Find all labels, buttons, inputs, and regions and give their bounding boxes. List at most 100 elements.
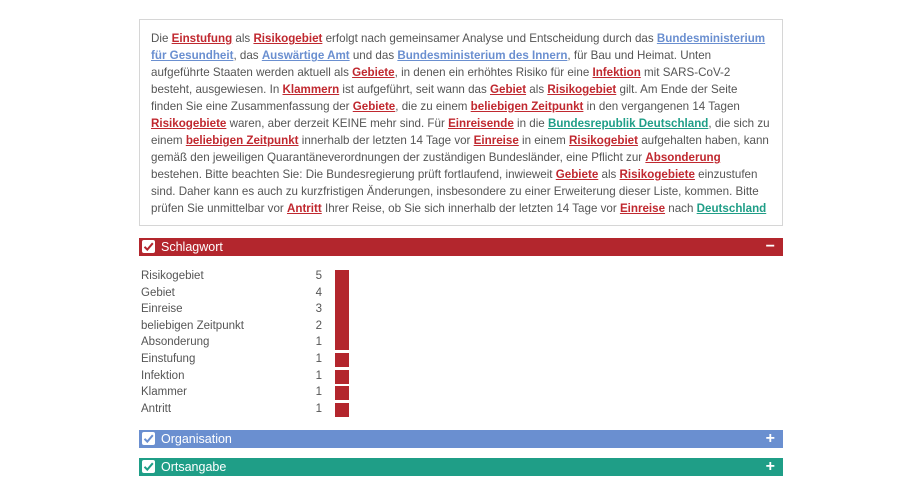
text-segment: einzustufen sind. Daher kann es auch zu … xyxy=(151,168,759,215)
keyword-count: 1 xyxy=(315,352,322,365)
keyword-count: 2 xyxy=(315,319,322,332)
frequency-squares xyxy=(335,386,351,401)
entity-link[interactable]: Bundesministerium des Innern xyxy=(397,49,568,62)
section-label-ortsangabe: Ortsangabe xyxy=(161,460,227,474)
frequency-square xyxy=(335,402,349,417)
check-icon xyxy=(143,434,154,444)
entity-link[interactable]: Auswärtige Amt xyxy=(261,49,350,62)
keyword-term: Absonderung xyxy=(141,336,210,349)
text-segment: , in denen ein erhöhtes Risiko für eine xyxy=(394,66,593,79)
keyword-count: 4 xyxy=(315,286,322,299)
text-segment: aufgehalten haben, kann gemäß den jeweil… xyxy=(151,134,769,164)
frequency-squares xyxy=(335,303,351,346)
section-header-organisation[interactable]: Organisation + xyxy=(139,430,783,448)
keyword-term: Antritt xyxy=(141,402,172,415)
keyword-term: Einreise xyxy=(141,303,183,316)
text-segment: erfolgt nach gemeinsamer Analyse und Ent… xyxy=(322,32,657,45)
check-icon xyxy=(143,462,154,472)
frequency-square xyxy=(335,386,349,401)
keyword-count: 1 xyxy=(315,402,322,415)
text-segment: nach xyxy=(665,202,697,215)
entity-link[interactable]: Gebiete xyxy=(352,66,395,79)
entity-link[interactable]: Risikogebiete xyxy=(619,168,695,181)
entity-link[interactable]: Gebiete xyxy=(352,100,396,113)
text-segment: als xyxy=(232,32,254,45)
frequency-square xyxy=(335,352,349,367)
keyword-term: Gebiet xyxy=(141,286,175,299)
checkbox-ortsangabe[interactable] xyxy=(142,460,155,473)
frequency-squares xyxy=(335,402,351,418)
entity-link[interactable]: Risikogebiet xyxy=(253,32,323,45)
keyword-count: 5 xyxy=(315,270,322,282)
keyword-count: 1 xyxy=(315,369,322,382)
entity-link[interactable]: Einreisende xyxy=(448,117,514,130)
frequency-square xyxy=(335,286,349,301)
frequency-squares xyxy=(335,352,351,368)
text-segment: , die sich zu einem xyxy=(151,117,770,147)
entity-link[interactable]: beliebigen Zeitpunkt xyxy=(185,134,299,147)
text-segment: gilt. Am Ende der Seite finden Sie eine … xyxy=(151,83,738,113)
frequency-square xyxy=(335,336,349,351)
checkbox-organisation[interactable] xyxy=(142,432,155,445)
text-segment: als xyxy=(526,83,548,96)
frequency-squares xyxy=(335,369,351,385)
entity-link[interactable]: Deutschland xyxy=(696,202,767,215)
text-segment: in einem xyxy=(518,134,570,147)
keyword-count: 1 xyxy=(315,386,322,399)
text-segment: bestehen. Bitte beachten Sie: Die Bundes… xyxy=(151,168,556,181)
section-header-ortsangabe[interactable]: Ortsangabe + xyxy=(139,458,783,476)
frequency-square xyxy=(335,369,349,384)
keyword-term: Risikogebiet xyxy=(141,270,204,282)
text-segment: als xyxy=(598,168,620,181)
keyword-term: Infektion xyxy=(141,369,185,382)
frequency-squares xyxy=(335,270,351,340)
entity-link[interactable]: Absonderung xyxy=(645,151,721,164)
entity-link[interactable]: Gebiet xyxy=(490,83,527,96)
text-segment: in den vergangenen 14 Tagen xyxy=(583,100,740,113)
check-icon xyxy=(143,242,154,252)
frequency-squares xyxy=(335,319,351,348)
text-segment: in die xyxy=(513,117,548,130)
frequency-square xyxy=(335,319,349,334)
keyword-term: Einstufung xyxy=(141,352,196,365)
entity-link[interactable]: Infektion xyxy=(592,66,641,79)
entity-link[interactable]: Einreise xyxy=(473,134,519,147)
entity-link[interactable]: Risikogebiet xyxy=(569,134,638,147)
annotated-text-panel: Die Einstufung als Risikogebiet erfolgt … xyxy=(139,19,783,226)
text-segment: Die xyxy=(151,32,172,45)
keyword-term: Klammer xyxy=(141,386,188,399)
text-segment: Ihrer Reise, ob Sie sich innerhalb der l… xyxy=(321,202,620,215)
entity-link[interactable]: Antritt xyxy=(286,202,322,215)
entity-link[interactable]: Einreise xyxy=(619,202,666,215)
expand-icon[interactable]: + xyxy=(765,458,775,475)
entity-link[interactable]: Risikogebiet xyxy=(547,83,617,96)
entity-link[interactable]: Einstufung xyxy=(171,32,233,45)
frequency-squares xyxy=(335,336,351,351)
checkbox-schlagwort[interactable] xyxy=(142,240,155,253)
expand-icon[interactable]: + xyxy=(765,430,775,447)
text-segment: , das xyxy=(233,49,262,62)
text-segment: , die zu einem xyxy=(395,100,471,113)
entity-link[interactable]: Risikogebiete xyxy=(151,117,227,130)
keyword-count: 1 xyxy=(315,336,322,349)
text-segment: , für Bau und Heimat. Unten aufgeführte … xyxy=(151,49,712,79)
collapse-icon[interactable]: − xyxy=(765,238,775,255)
text-segment: waren, aber derzeit KEINE mehr sind. Für xyxy=(226,117,449,130)
text-segment: mit SARS-CoV-2 besteht, ausgewiesen. In xyxy=(151,66,731,96)
frequency-squares xyxy=(335,286,351,343)
text-segment: innerhalb der letzten 14 Tage vor xyxy=(298,134,474,147)
section-label-organisation: Organisation xyxy=(161,432,232,446)
frequency-square xyxy=(335,270,349,284)
entity-link[interactable]: Bundesrepublik Deutschland xyxy=(547,117,709,130)
text-segment: ist aufgeführt, seit wann das xyxy=(339,83,490,96)
entity-link[interactable]: beliebigen Zeitpunkt xyxy=(470,100,584,113)
entity-link[interactable]: Gebiete xyxy=(555,168,599,181)
entity-link[interactable]: Bundesministerium für Gesundheit xyxy=(151,32,766,62)
keyword-count: 3 xyxy=(315,303,322,316)
entity-link[interactable]: Klammern xyxy=(282,83,340,96)
text-segment: und das xyxy=(349,49,398,62)
section-header-schlagwort[interactable]: Schlagwort − xyxy=(139,238,783,256)
section-label-schlagwort: Schlagwort xyxy=(161,240,223,254)
keyword-term: beliebigen Zeitpunkt xyxy=(141,319,244,332)
